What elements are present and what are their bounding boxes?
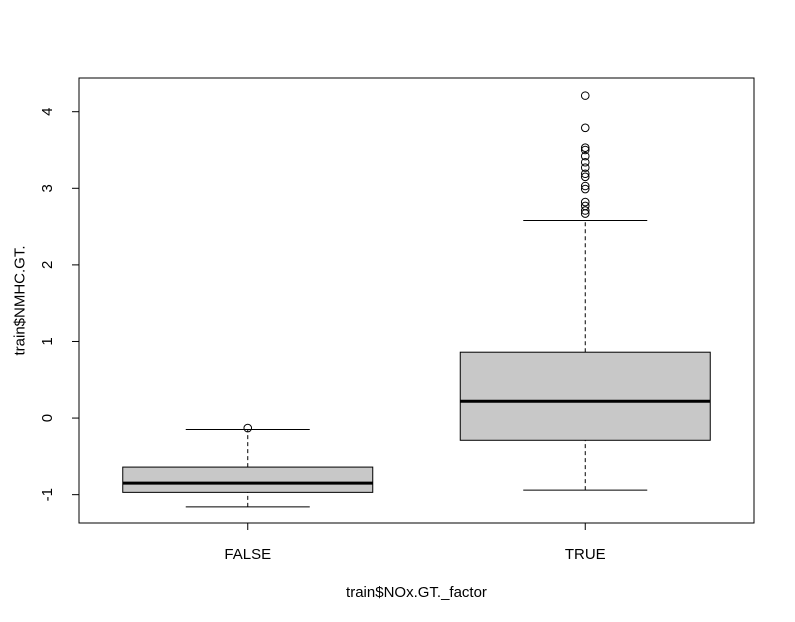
outlier-point xyxy=(580,151,590,161)
outlier-point xyxy=(580,169,590,179)
outlier-point xyxy=(243,423,253,433)
iqr-box xyxy=(122,466,374,493)
outlier-point xyxy=(580,181,590,191)
y-axis: -1 0 1 2 3 4 xyxy=(39,108,80,501)
outlier-point xyxy=(580,163,590,172)
boxplot-marks xyxy=(122,91,711,508)
outlier-point xyxy=(580,91,590,100)
box-group-true xyxy=(459,91,711,491)
plot-frame xyxy=(78,77,755,524)
y-tick-label: 2 xyxy=(39,261,56,269)
outlier-point xyxy=(580,157,590,167)
y-tick-label: 3 xyxy=(39,184,56,192)
x-axis-label: train$NOx.GT._factor xyxy=(346,584,487,601)
outlier-point xyxy=(580,172,590,182)
x-axis: FALSE TRUE xyxy=(224,522,606,563)
outlier-point xyxy=(580,201,590,211)
y-tick-label: 4 xyxy=(39,108,56,116)
box-group-false xyxy=(122,423,374,508)
outlier-point xyxy=(580,145,590,155)
outlier-point xyxy=(580,206,590,215)
iqr-box xyxy=(459,351,711,441)
x-tick-label: FALSE xyxy=(224,546,271,563)
y-tick-label: 1 xyxy=(39,337,56,345)
y-tick-label: -1 xyxy=(39,488,56,501)
y-tick-label: 0 xyxy=(39,414,56,422)
x-tick-label: TRUE xyxy=(565,546,606,563)
outlier-point xyxy=(580,184,590,194)
outlier-point xyxy=(580,123,590,133)
outlier-point xyxy=(580,197,590,207)
y-axis-label: train$NMHC.GT. xyxy=(11,245,28,355)
outlier-point xyxy=(580,143,590,152)
